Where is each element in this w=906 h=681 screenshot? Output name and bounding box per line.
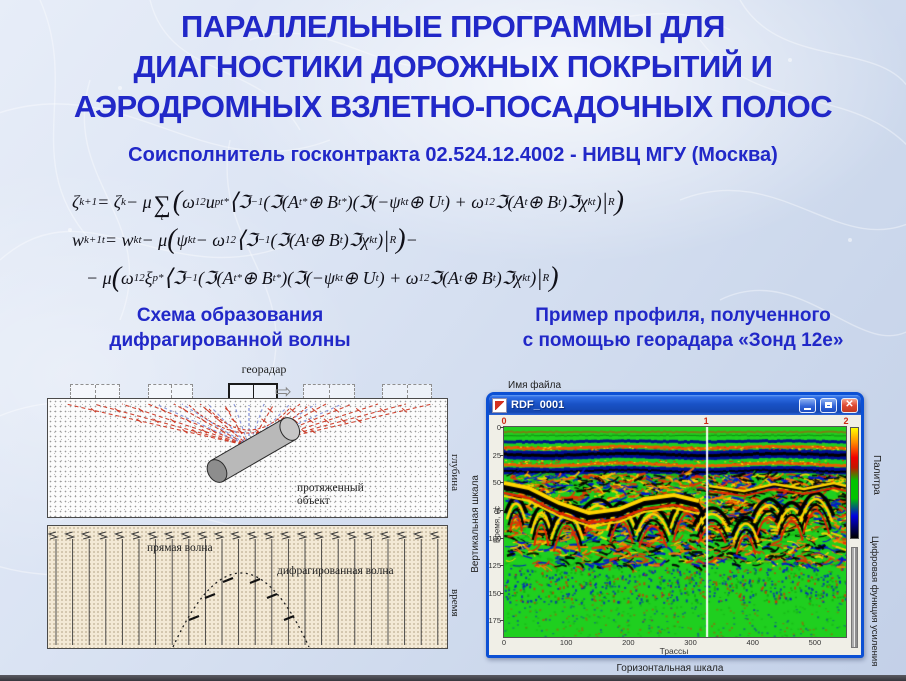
window-client-area: Время, нс Трассы 0 1 2 0 25 50 75 100 125 150 175 0… [488,415,861,656]
minimize-button[interactable] [799,397,816,413]
right-heading-line-2: с помощью георадара «Зонд 12е» [522,330,844,351]
radargram-sketch-panel [47,525,448,649]
y-tick-mark [500,592,504,594]
top-axis-tick: 0 [501,416,507,426]
gain-annotation: Цифровая функция усиления [869,536,880,667]
gain-function-bar [851,547,858,648]
left-heading-line-2: дифрагированной волны [109,330,351,351]
y-tick-mark [500,454,504,456]
y-tick-mark [500,509,504,511]
horizontal-scale-annotation: Горизонтальная шкала [616,663,724,674]
bottom-bar [0,675,906,681]
subsurface-panel: протяженный объект [47,398,448,518]
y-tick-mark [500,565,504,567]
wave-formation-diagram: георадар ⇨ протяженный объект пр [47,362,461,654]
buried-cylinder [206,417,301,483]
time-axis-label: время [449,589,461,617]
app-window: RDF_0001 ✕ Время, нс Трассы 0 1 2 0 25 50 75 10… [486,392,864,658]
diffracted-wave-label: дифрагированная волна [277,565,394,577]
y-tick-mark [500,620,504,622]
object-label-line-1: протяженный [297,482,364,494]
close-button[interactable]: ✕ [841,397,858,413]
x-tick-label: 300 [684,638,697,647]
x-tick-label: 500 [808,638,822,647]
vertical-scale-annotation: Вертикальная шкала [470,475,481,573]
georadar-profile-figure: Имя файла RDF_0001 ✕ Время, нс Трассы 0 1… [470,378,906,681]
palette-annotation: Палитра [871,455,882,495]
antenna-box [148,384,193,399]
title-line-2: ДИАГНОСТИКИ ДОРОЖНЫХ ПОКРЫТИЙ И [133,49,773,84]
y-tick-mark [500,482,504,484]
top-axis-tick: 1 [703,416,709,426]
depth-axis-label: глубина [449,454,461,492]
title-line-1: ПАРАЛЛЕЛЬНЫЕ ПРОГРАММЫ ДЛЯ [181,9,725,44]
x-tick-label: 400 [746,638,759,647]
palette-colorbar [850,427,859,539]
gpr-profile-plot [503,426,847,638]
slide-title: ПАРАЛЛЕЛЬНЫЕ ПРОГРАММЫ ДЛЯ ДИАГНОСТИКИ Д… [0,7,906,127]
file-name-annotation: Имя файла [508,380,562,391]
ray-fan-graphic [65,403,433,483]
right-column-heading: Пример профиля, полученного с помощью ге… [468,303,898,353]
left-column-heading: Схема образования дифрагированной волны [35,303,425,353]
antenna-box [303,384,355,399]
maximize-icon [825,402,832,408]
x-axis-title: Трассы [659,646,689,656]
close-icon: ✕ [845,399,854,410]
antenna-box [382,384,432,399]
antenna-box [70,384,120,399]
app-icon [492,397,507,413]
y-tick-mark [500,427,504,428]
window-title: RDF_0001 [511,399,565,411]
buried-object-label: протяженный объект [297,482,364,508]
x-tick-label: 200 [622,638,635,647]
direct-wave-label: прямая волна [147,542,213,554]
object-label-line-2: объект [297,495,330,507]
x-tick-label: 0 [501,638,507,647]
slide-subtitle: Соисполнитель госконтракта 02.524.12.400… [128,144,778,166]
georadar-label: георадар [241,362,287,376]
arrow-right-icon: ⇨ [275,381,292,403]
y-tick-mark [500,537,504,539]
title-line-3: АЭРОДРОМНЫХ ВЗЛЕТНО-ПОСАДОЧНЫХ ПОЛОС [73,89,833,124]
top-axis-tick: 2 [843,416,849,426]
x-tick-label: 100 [559,638,573,647]
y-axis-title: Время, нс [492,506,502,543]
left-heading-line-1: Схема образования [136,305,324,326]
window-titlebar[interactable]: RDF_0001 ✕ [489,395,861,415]
right-heading-line-1: Пример профиля, полученного [535,305,831,326]
maximize-button[interactable] [820,397,837,413]
trace-graphic [48,531,441,648]
minimize-icon [804,407,811,410]
